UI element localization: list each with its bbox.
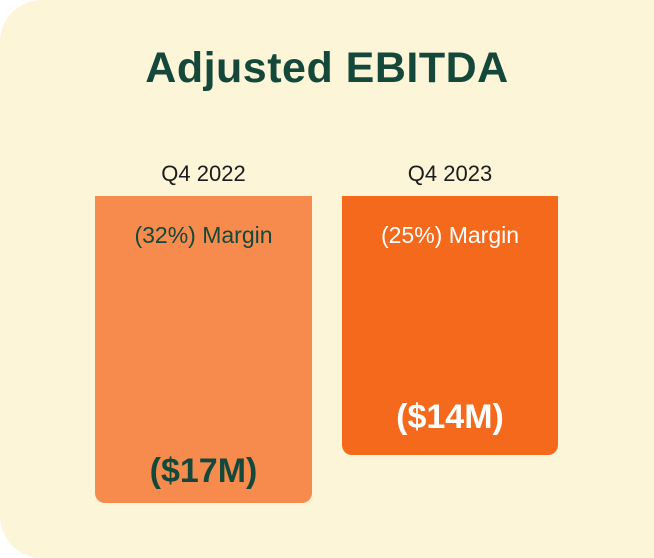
bar-group-q4-2022: Q4 2022 (32%) Margin ($17M) — [95, 160, 312, 503]
value-label-q4-2022: ($17M) — [149, 452, 258, 490]
margin-label-q4-2022: (32%) Margin — [134, 222, 273, 248]
category-label-q4-2023: Q4 2023 — [407, 161, 493, 186]
bar-group-q4-2023: Q4 2023 (25%) Margin ($14M) — [342, 160, 558, 455]
value-label-q4-2023: ($14M) — [396, 398, 504, 436]
chart-title: Adjusted EBITDA — [145, 44, 509, 92]
margin-label-q4-2023: (25%) Margin — [380, 222, 520, 248]
category-label-q4-2022: Q4 2022 — [161, 161, 246, 186]
bar-q4-2023: (25%) Margin ($14M) — [342, 196, 558, 455]
bar-q4-2022: (32%) Margin ($17M) — [95, 196, 312, 503]
